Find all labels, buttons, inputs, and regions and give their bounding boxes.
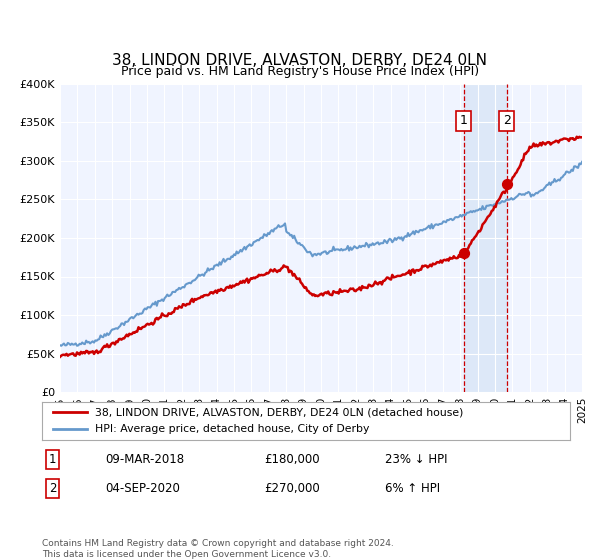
Text: 2: 2 xyxy=(49,482,56,496)
Text: 09-MAR-2018: 09-MAR-2018 xyxy=(106,453,184,466)
Text: £180,000: £180,000 xyxy=(264,453,319,466)
Text: 04-SEP-2020: 04-SEP-2020 xyxy=(106,482,180,496)
Bar xyxy=(464,84,506,392)
Text: 38, LINDON DRIVE, ALVASTON, DERBY, DE24 0LN: 38, LINDON DRIVE, ALVASTON, DERBY, DE24 … xyxy=(113,53,487,68)
Point xyxy=(502,180,511,189)
Text: 38, LINDON DRIVE, ALVASTON, DERBY, DE24 0LN (detached house): 38, LINDON DRIVE, ALVASTON, DERBY, DE24 … xyxy=(95,407,463,417)
Text: 2: 2 xyxy=(503,114,511,128)
Text: 1: 1 xyxy=(49,453,56,466)
Text: 23% ↓ HPI: 23% ↓ HPI xyxy=(385,453,448,466)
Text: HPI: Average price, detached house, City of Derby: HPI: Average price, detached house, City… xyxy=(95,424,369,434)
Text: 6% ↑ HPI: 6% ↑ HPI xyxy=(385,482,440,496)
Text: 1: 1 xyxy=(460,114,467,128)
Text: Contains HM Land Registry data © Crown copyright and database right 2024.
This d: Contains HM Land Registry data © Crown c… xyxy=(42,539,394,559)
Text: Price paid vs. HM Land Registry's House Price Index (HPI): Price paid vs. HM Land Registry's House … xyxy=(121,66,479,78)
Point xyxy=(459,249,469,258)
Text: £270,000: £270,000 xyxy=(264,482,320,496)
